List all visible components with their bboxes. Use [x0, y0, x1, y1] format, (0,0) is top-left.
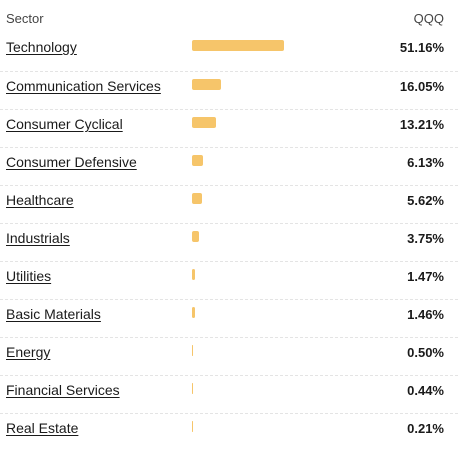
- sector-link[interactable]: Consumer Cyclical: [6, 116, 123, 132]
- sector-weight-value: 0.50%: [407, 345, 444, 360]
- sector-link[interactable]: Real Estate: [6, 420, 79, 436]
- sector-link[interactable]: Energy: [6, 344, 51, 360]
- sector-weight-bar: [192, 231, 199, 242]
- sector-rows: Technology 51.16% Communication Services 16…: [0, 33, 458, 451]
- sector-link[interactable]: Communication Services: [6, 78, 161, 94]
- table-row: Consumer Defensive 6.13%: [0, 147, 458, 185]
- table-row: Consumer Cyclical 13.21%: [0, 109, 458, 147]
- sector-weight-bar: [192, 155, 203, 166]
- sector-weight-value: 51.16%: [399, 40, 444, 55]
- sector-weight-value: 0.21%: [407, 421, 444, 436]
- sector-weight-value: 13.21%: [399, 117, 444, 132]
- sector-weight-bar: [192, 383, 193, 394]
- sector-link[interactable]: Utilities: [6, 268, 52, 284]
- sector-link[interactable]: Financial Services: [6, 382, 120, 398]
- table-row: Energy 0.50%: [0, 337, 458, 375]
- table-row: Utilities 1.47%: [0, 261, 458, 299]
- sector-link[interactable]: Basic Materials: [6, 306, 101, 322]
- table-row: Technology 51.16%: [0, 33, 458, 71]
- sector-weight-bar: [192, 79, 221, 90]
- sector-weight-value: 1.46%: [407, 307, 444, 322]
- table-row: Financial Services 0.44%: [0, 375, 458, 413]
- sector-weight-value: 0.44%: [407, 383, 444, 398]
- sector-link[interactable]: Healthcare: [6, 192, 74, 208]
- sector-weight-value: 16.05%: [399, 79, 444, 94]
- fund-column-header: QQQ: [413, 11, 444, 26]
- table-row: Communication Services 16.05%: [0, 71, 458, 109]
- sector-weight-bar: [192, 40, 284, 51]
- sector-weight-bar: [192, 307, 195, 318]
- sector-weight-bar: [192, 193, 203, 204]
- table-header: Sector QQQ: [0, 0, 458, 33]
- sector-weight-value: 5.62%: [407, 193, 444, 208]
- table-row: Industrials 3.75%: [0, 223, 458, 261]
- sector-weight-bar: [192, 421, 193, 432]
- sector-weight-value: 6.13%: [407, 155, 444, 170]
- sector-weight-value: 3.75%: [407, 231, 444, 246]
- table-row: Real Estate 0.21%: [0, 413, 458, 451]
- table-row: Healthcare 5.62%: [0, 185, 458, 223]
- sector-weight-bar: [192, 117, 216, 128]
- sector-link[interactable]: Technology: [6, 39, 77, 55]
- sector-link[interactable]: Industrials: [6, 230, 70, 246]
- sector-column-header: Sector: [6, 11, 44, 26]
- table-row: Basic Materials 1.46%: [0, 299, 458, 337]
- sector-link[interactable]: Consumer Defensive: [6, 154, 137, 170]
- sector-weight-bar: [192, 345, 193, 356]
- sector-weight-bar: [192, 269, 195, 280]
- sector-weight-value: 1.47%: [407, 269, 444, 284]
